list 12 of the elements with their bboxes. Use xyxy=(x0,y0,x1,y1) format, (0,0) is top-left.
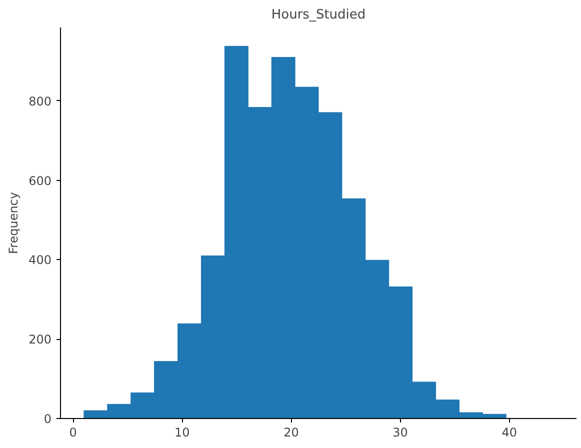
chart-title: Hours_Studied xyxy=(271,8,366,22)
y-tick-label: 400 xyxy=(28,253,52,268)
y-tick-label: 0 xyxy=(44,412,52,426)
x-tick-label: 40 xyxy=(502,426,518,440)
x-tick-label: 10 xyxy=(174,426,190,440)
x-tick-label: 0 xyxy=(69,426,77,440)
y-tick-label: 600 xyxy=(28,174,52,188)
y-tick-label: 200 xyxy=(28,332,52,347)
y-tick-label: 800 xyxy=(28,94,52,108)
y-axis-title: Frequency xyxy=(6,192,21,254)
x-tick-label: 20 xyxy=(284,426,299,440)
x-tick-label: 30 xyxy=(392,426,408,440)
